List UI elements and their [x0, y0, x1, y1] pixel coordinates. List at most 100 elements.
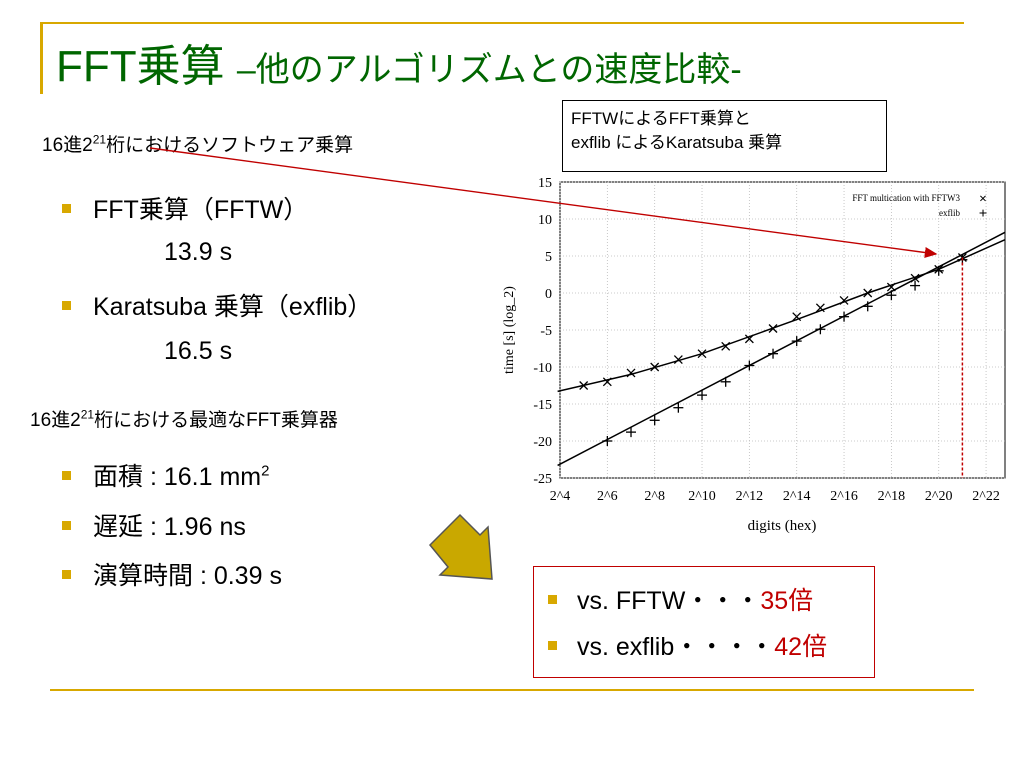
bottom-rule — [50, 689, 974, 691]
marker-stroke — [697, 349, 707, 359]
x-tick-label: 2^22 — [972, 489, 1000, 504]
bullet-square-icon — [62, 300, 71, 310]
exflib-point — [791, 336, 802, 347]
bullet-square-icon — [62, 203, 71, 213]
marker-stroke — [579, 381, 589, 390]
marker-stroke — [886, 282, 896, 292]
y-axis-label: time [s] (log_2) — [502, 286, 517, 374]
down-right-arrow-icon — [428, 513, 493, 580]
speedup-results-box: vs. FFTW・・・35倍 vs. exflib・・・・42倍 — [533, 566, 875, 678]
bullet-label: FFT乗算（FFTW） — [93, 196, 309, 224]
marker-stroke — [815, 303, 825, 313]
fftw-point — [650, 362, 660, 372]
fftw-point — [886, 282, 896, 292]
x-tick-label: 2^8 — [644, 489, 665, 504]
fftw-time: 13.9 s — [164, 238, 233, 266]
exflib-point — [626, 427, 637, 438]
fftw-point — [863, 288, 873, 298]
fftw-point — [721, 341, 731, 351]
fit-line-exflib — [557, 231, 1006, 467]
unit-exponent: 2 — [261, 462, 270, 480]
fftw-point — [626, 368, 636, 378]
note-prefix: 16進2 — [42, 135, 93, 156]
bullet-square-icon — [62, 470, 71, 480]
bullet-square-icon — [62, 569, 71, 579]
exflib-point — [602, 436, 613, 446]
exflib-point — [673, 402, 684, 413]
result-label: vs. exflib・・・・ — [577, 633, 775, 661]
result-vs-exflib: vs. exflib・・・・42倍 — [548, 627, 827, 663]
x-tick-label: 2^6 — [597, 489, 618, 504]
exflib-point — [720, 376, 731, 387]
marker-stroke — [721, 341, 731, 351]
x-tick-label: 2^10 — [688, 489, 716, 504]
fftw-point — [792, 312, 802, 322]
y-tick-label: -25 — [533, 472, 552, 487]
x-tick-labels: 2^4 2^6 2^8 2^10 2^12 2^14 2^16 2^18 2^20 2^22 — [550, 489, 1000, 504]
bullet-square-icon — [62, 520, 71, 530]
legend-x-marker-icon: × — [979, 192, 987, 207]
note-suffix: 桁におけるソフトウェア乗算 — [106, 135, 354, 156]
fftw-point — [697, 349, 707, 359]
karatsuba-time: 16.5 s — [164, 337, 233, 365]
exflib-point — [933, 265, 944, 276]
fftw-point — [768, 324, 778, 333]
data-markers — [579, 253, 968, 446]
bullet-area: 面積 : 16.1 mm2 — [62, 457, 269, 493]
result-ratio: 35倍 — [760, 587, 814, 615]
y-tick-label: 5 — [545, 250, 552, 265]
marker-stroke — [839, 295, 849, 305]
exflib-point — [649, 415, 660, 426]
result-vs-fftw: vs. FFTW・・・35倍 — [548, 581, 813, 617]
fftw-point — [579, 381, 589, 390]
y-tick-label: -5 — [540, 324, 552, 339]
x-tick-label: 2^12 — [736, 489, 764, 504]
note-exponent: 21 — [80, 407, 95, 422]
bullet-label: 演算時間 : 0.39 s — [93, 562, 282, 590]
x-tick-label: 2^4 — [550, 489, 571, 504]
exflib-point — [768, 348, 779, 359]
exflib-point — [910, 280, 921, 291]
legend-plus-marker-icon: + — [979, 206, 988, 222]
y-tick-label: -20 — [533, 435, 552, 450]
legend-label-fftw: FFT multication with FFTW3 — [852, 193, 960, 203]
callout-line-1: FFTWによるFFT乗算と — [571, 109, 751, 128]
y-tick-label: 15 — [538, 176, 552, 191]
bullet-fftw: FFT乗算（FFTW） — [62, 190, 308, 226]
marker-stroke — [650, 362, 660, 372]
marker-stroke — [744, 334, 754, 344]
y-tick-label: 0 — [545, 287, 552, 302]
fftw-point — [910, 273, 920, 283]
bullet-label: 面積 : 16.1 mm — [93, 463, 262, 491]
x-tick-label: 2^18 — [878, 489, 906, 504]
x-tick-label: 2^20 — [925, 489, 953, 504]
marker-stroke — [910, 273, 920, 283]
left-accent-bar — [40, 22, 43, 94]
marker-stroke — [626, 368, 636, 378]
fftw-point — [839, 295, 849, 305]
result-label: vs. FFTW・・・ — [577, 587, 761, 615]
fftw-point — [815, 303, 825, 313]
bullet-label: 遅延 : 1.96 ns — [93, 513, 246, 541]
bullet-karatsuba: Karatsuba 乗算（exflib） — [62, 287, 372, 323]
bullet-compute-time: 演算時間 : 0.39 s — [62, 556, 282, 592]
title-subtitle: –他のアルゴリズムとの速度比較- — [236, 51, 742, 89]
bullet-square-icon — [548, 594, 557, 604]
exflib-point — [886, 290, 897, 301]
marker-stroke — [792, 312, 802, 322]
bullet-square-icon — [548, 640, 557, 650]
fftw-point — [673, 355, 683, 365]
y-tick-labels: 15 10 5 0 -5 -10 -15 -20 -25 — [533, 176, 552, 487]
y-tick-label: -15 — [533, 398, 552, 413]
exflib-point — [744, 360, 755, 371]
fftw-point — [744, 334, 754, 344]
note-suffix: 桁における最適なFFT乗算器 — [94, 410, 338, 431]
top-rule — [40, 22, 964, 24]
note-prefix: 16進2 — [30, 410, 81, 431]
bullet-delay: 遅延 : 1.96 ns — [62, 507, 246, 543]
title-main: FFT乗算 — [56, 42, 225, 91]
x-tick-label: 2^16 — [830, 489, 858, 504]
y-tick-label: -10 — [533, 361, 552, 376]
exflib-point — [697, 390, 708, 401]
